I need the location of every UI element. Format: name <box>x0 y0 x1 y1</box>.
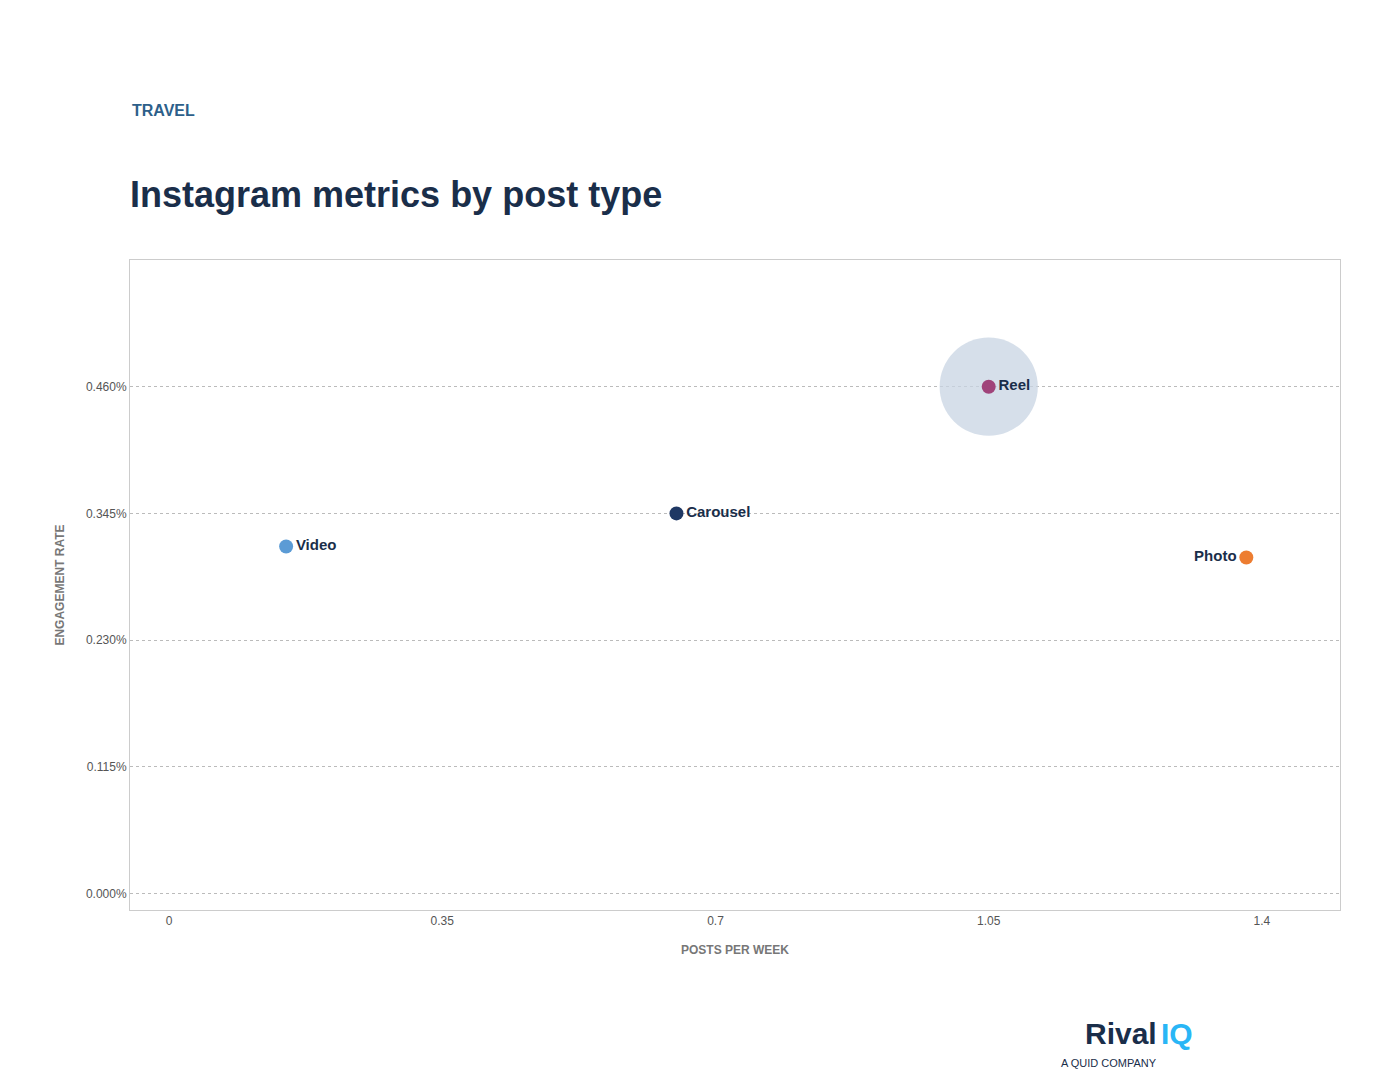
svg-text:Video: Video <box>296 536 337 553</box>
svg-text:Rival: Rival <box>1085 1017 1157 1050</box>
svg-text:0.230%: 0.230% <box>86 633 127 647</box>
svg-text:ENGAGEMENT RATE: ENGAGEMENT RATE <box>53 524 67 645</box>
svg-text:1.05: 1.05 <box>977 914 1001 928</box>
svg-text:IQ: IQ <box>1161 1017 1193 1050</box>
svg-text:0.35: 0.35 <box>431 914 455 928</box>
svg-text:0.7: 0.7 <box>707 914 724 928</box>
svg-text:Photo: Photo <box>1194 547 1237 564</box>
svg-text:0.000%: 0.000% <box>86 887 127 901</box>
svg-text:Reel: Reel <box>998 376 1030 393</box>
svg-text:Instagram metrics by post type: Instagram metrics by post type <box>130 174 662 215</box>
svg-text:0.115%: 0.115% <box>87 760 127 774</box>
svg-text:A QUID COMPANY: A QUID COMPANY <box>1061 1057 1157 1069</box>
svg-text:0.460%: 0.460% <box>86 380 127 394</box>
svg-text:Carousel: Carousel <box>686 503 750 520</box>
svg-text:POSTS PER WEEK: POSTS PER WEEK <box>681 943 789 957</box>
svg-text:1.4: 1.4 <box>1254 914 1271 928</box>
svg-text:0: 0 <box>166 914 173 928</box>
svg-text:0.345%: 0.345% <box>86 507 127 521</box>
svg-text:TRAVEL: TRAVEL <box>132 102 195 119</box>
